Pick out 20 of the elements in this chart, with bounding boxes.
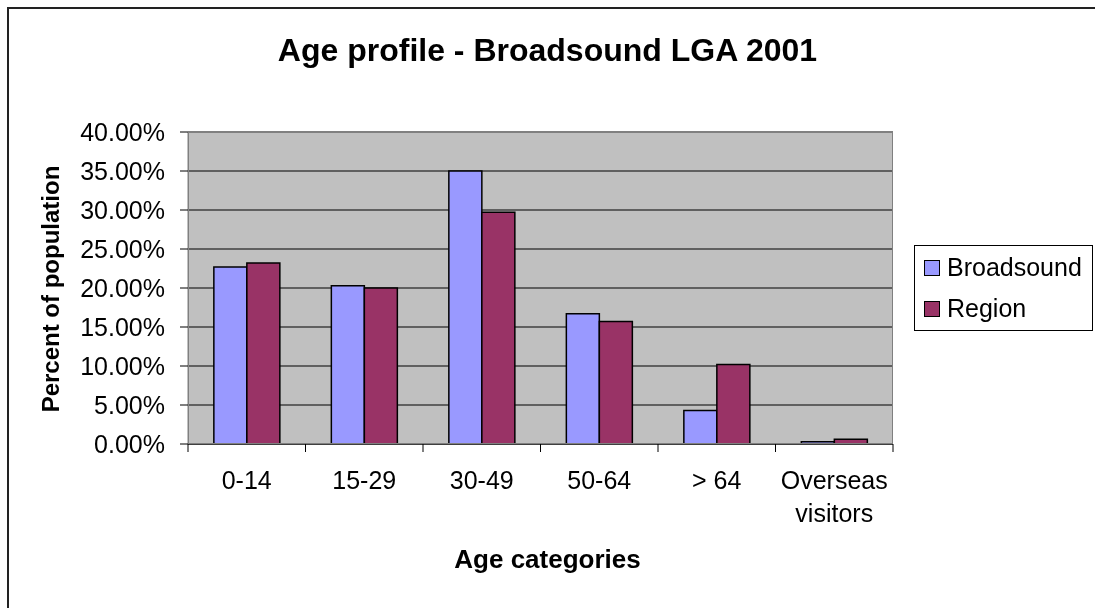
x-axis-title: Age categories [453, 544, 642, 575]
x-tick-label: 15-29 [332, 466, 397, 494]
chart-title: Age profile - Broadsound LGA 2001 [276, 32, 819, 69]
legend-label: Broadsound [947, 253, 1082, 282]
x-tick-label: Overseas visitors [780, 466, 888, 527]
y-tick-label: 40.00% [80, 117, 165, 146]
y-tick-label: 30.00% [80, 195, 165, 224]
y-tick-label: 25.00% [80, 234, 165, 263]
x-tick-label: 0-14 [221, 466, 272, 494]
y-tick-label: 5.00% [94, 390, 165, 419]
legend-label: Region [947, 294, 1027, 323]
y-axis-title: Percent of population [37, 165, 65, 413]
y-tick-label: 10.00% [80, 351, 165, 380]
y-tick-label: 15.00% [80, 312, 165, 341]
y-tick-label: 0.00% [94, 429, 165, 458]
x-tick-label: 50-64 [567, 466, 632, 494]
x-tick-label: 30-49 [449, 466, 514, 494]
y-tick-label: 35.00% [80, 156, 165, 185]
x-tick-label: > 64 [692, 466, 742, 494]
y-tick-label: 20.00% [80, 273, 165, 302]
